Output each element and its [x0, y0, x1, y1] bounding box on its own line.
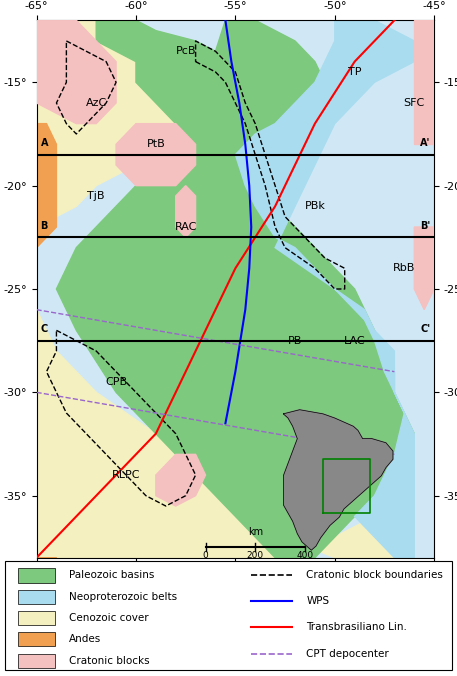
- Text: C': C': [420, 324, 430, 335]
- Text: RbB: RbB: [393, 264, 415, 273]
- Text: CPB: CPB: [105, 377, 127, 387]
- Text: Cratonic block boundaries: Cratonic block boundaries: [306, 571, 443, 581]
- Polygon shape: [216, 20, 325, 144]
- Polygon shape: [414, 20, 434, 144]
- Polygon shape: [235, 20, 414, 558]
- Bar: [18, 569, 55, 583]
- Text: PcB: PcB: [175, 46, 196, 56]
- Text: B: B: [41, 221, 48, 231]
- Polygon shape: [37, 124, 56, 247]
- Text: TjB: TjB: [87, 191, 105, 201]
- Text: Andes: Andes: [69, 634, 101, 644]
- Text: TP: TP: [348, 67, 361, 77]
- Text: km: km: [248, 527, 263, 537]
- Text: 400: 400: [297, 551, 314, 560]
- Text: LAC: LAC: [344, 336, 366, 345]
- Text: AzC: AzC: [85, 98, 107, 108]
- Bar: [18, 632, 55, 646]
- FancyBboxPatch shape: [5, 561, 452, 670]
- Text: RLPC: RLPC: [112, 470, 140, 480]
- Text: Paleozoic basins: Paleozoic basins: [69, 571, 154, 581]
- Bar: [18, 589, 55, 604]
- Polygon shape: [37, 20, 196, 227]
- Text: 0: 0: [202, 551, 208, 560]
- Text: A: A: [41, 139, 48, 149]
- Polygon shape: [37, 20, 116, 124]
- Text: SFC: SFC: [404, 98, 425, 108]
- Text: CPT depocenter: CPT depocenter: [306, 648, 389, 658]
- Polygon shape: [37, 20, 414, 558]
- Text: B': B': [420, 221, 430, 231]
- Text: Transbrasiliano Lin.: Transbrasiliano Lin.: [306, 623, 407, 633]
- Text: A': A': [420, 139, 430, 149]
- Text: Cratonic blocks: Cratonic blocks: [69, 656, 149, 666]
- Bar: [18, 611, 55, 625]
- Polygon shape: [414, 227, 434, 310]
- Text: Neoproterozoic belts: Neoproterozoic belts: [69, 592, 177, 602]
- Text: Cenozoic cover: Cenozoic cover: [69, 613, 148, 623]
- Bar: [18, 654, 55, 668]
- Text: WPS: WPS: [306, 596, 329, 606]
- Text: PBk: PBk: [304, 201, 325, 212]
- Polygon shape: [37, 20, 56, 558]
- Polygon shape: [283, 410, 393, 550]
- Polygon shape: [156, 454, 206, 506]
- Text: RAC: RAC: [175, 222, 197, 232]
- Text: C: C: [41, 324, 48, 335]
- Text: 200: 200: [247, 551, 264, 560]
- Text: PB: PB: [288, 336, 302, 345]
- Text: PtB: PtB: [146, 139, 165, 149]
- Polygon shape: [175, 186, 196, 237]
- Polygon shape: [116, 124, 196, 186]
- Polygon shape: [56, 20, 414, 558]
